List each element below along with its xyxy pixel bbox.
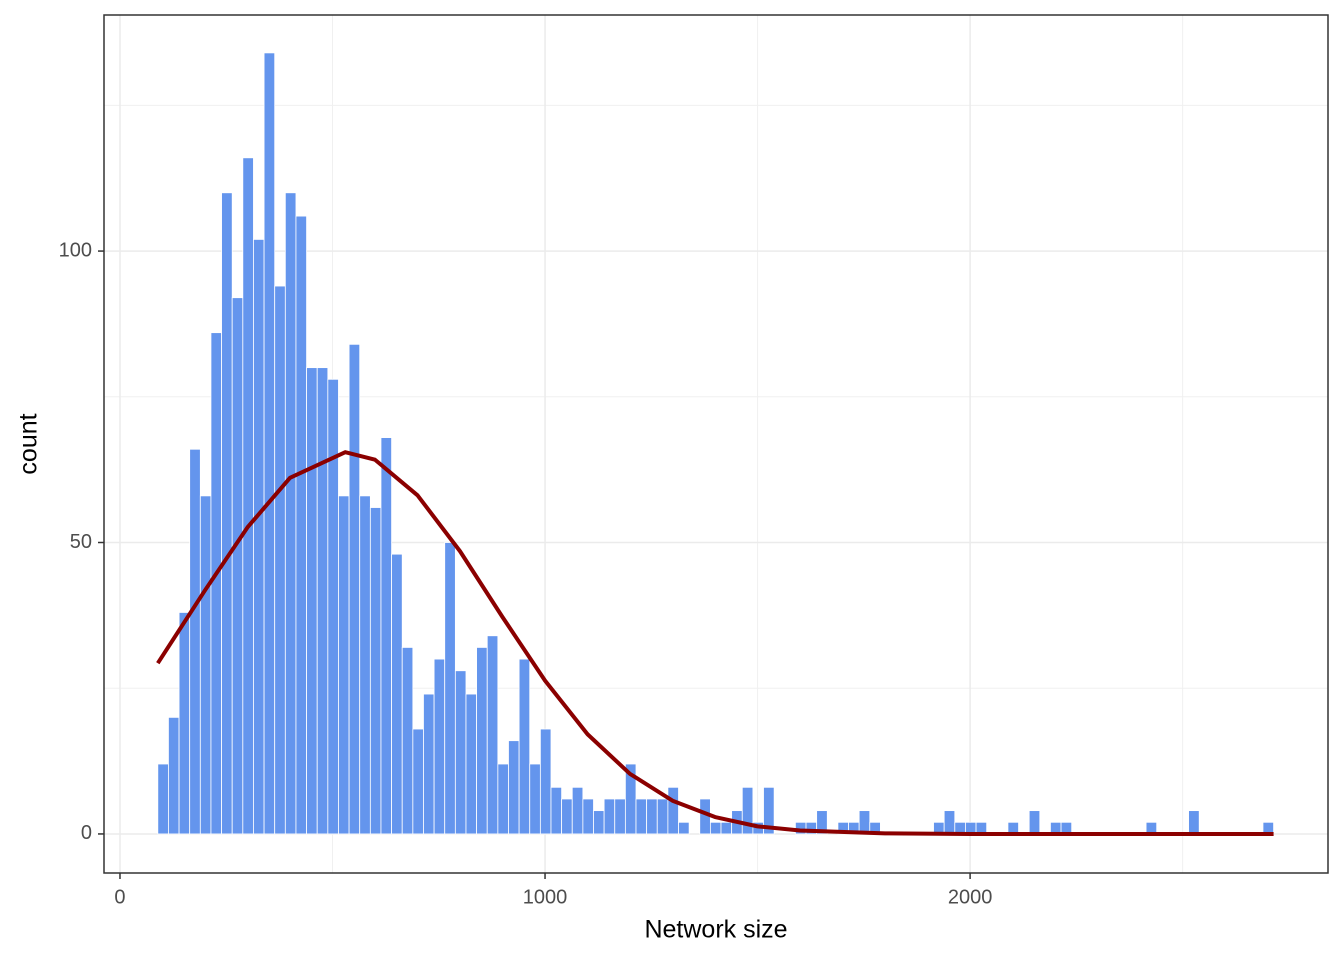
bar — [210, 332, 222, 835]
bar — [306, 367, 318, 835]
bar — [582, 798, 594, 835]
x-axis-title: Network size — [644, 916, 787, 944]
bar — [284, 192, 297, 835]
bar — [369, 507, 382, 835]
bar — [359, 495, 371, 835]
bar — [274, 285, 286, 835]
bar — [816, 810, 828, 835]
bar — [401, 647, 414, 835]
bar — [635, 798, 648, 835]
bar — [518, 658, 531, 835]
bar — [508, 740, 520, 835]
bar — [454, 670, 467, 835]
bar — [391, 553, 403, 835]
bar — [199, 495, 212, 835]
bar — [1188, 810, 1200, 835]
bar — [168, 716, 180, 835]
bar — [741, 786, 754, 835]
bar — [231, 297, 244, 835]
y-tick-label: 0 — [81, 822, 92, 844]
bar — [529, 763, 541, 835]
panel-border — [103, 14, 1329, 874]
bar — [603, 798, 616, 835]
bar — [678, 821, 690, 835]
bar — [550, 786, 563, 835]
bar — [444, 542, 456, 835]
y-tick-label: 100 — [59, 239, 92, 261]
bar — [614, 798, 626, 835]
x-tick-label: 2000 — [948, 886, 993, 908]
bar — [593, 810, 605, 835]
bar — [858, 810, 871, 835]
bar — [242, 157, 254, 835]
density-line — [156, 450, 1274, 836]
x-tick-label: 0 — [114, 886, 125, 908]
bar — [221, 192, 233, 835]
bar — [646, 798, 658, 835]
bar — [433, 658, 446, 835]
bar — [253, 239, 265, 835]
bar — [709, 821, 722, 835]
bar — [943, 810, 956, 835]
y-tick-label: 50 — [70, 531, 92, 553]
bar — [327, 378, 339, 835]
bar — [571, 786, 584, 835]
bar — [476, 647, 488, 835]
bar — [656, 798, 669, 835]
y-axis-title: count — [15, 413, 43, 474]
bar — [263, 52, 276, 835]
bar — [486, 635, 499, 835]
bar — [295, 215, 307, 835]
bar — [189, 448, 201, 835]
bar — [465, 693, 478, 835]
bar — [720, 821, 733, 835]
bar — [423, 693, 435, 835]
bar — [380, 437, 392, 835]
bar — [497, 763, 509, 835]
bar — [1028, 810, 1041, 835]
bar — [412, 728, 424, 835]
bar — [348, 343, 361, 835]
bar — [157, 763, 169, 835]
bar — [316, 367, 329, 835]
bar — [763, 786, 775, 835]
bar — [338, 495, 350, 835]
bar — [561, 798, 573, 835]
bar — [539, 728, 552, 835]
bar — [178, 612, 191, 835]
bar — [667, 786, 679, 835]
x-tick-label: 1000 — [523, 886, 568, 908]
